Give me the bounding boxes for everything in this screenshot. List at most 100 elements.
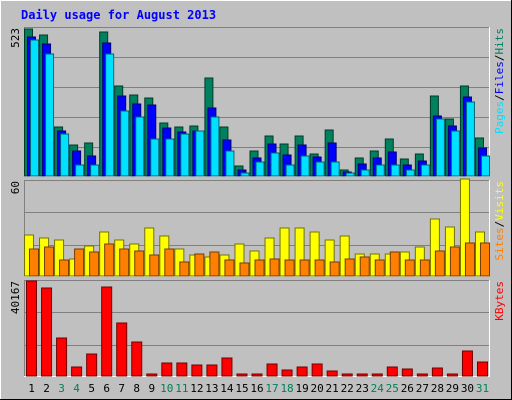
x-tick-label: 17 (265, 382, 278, 395)
bar-kbytes (221, 357, 233, 377)
bar-kbytes (356, 373, 368, 377)
bar-sites (389, 251, 400, 277)
bar-pages (240, 172, 250, 177)
x-tick-label: 30 (461, 382, 474, 395)
x-tick-label: 31 (476, 382, 489, 395)
bar-sites (284, 259, 295, 277)
bar-kbytes (71, 366, 83, 377)
bar-pages (45, 53, 55, 177)
x-tick-label: 11 (175, 382, 188, 395)
bar-pages (465, 101, 475, 177)
bar-pages (450, 130, 460, 177)
bar-kbytes (461, 350, 473, 377)
legend-item: / (493, 55, 506, 62)
bar-sites (344, 258, 355, 277)
bar-sites (299, 259, 310, 277)
bar-pages (195, 130, 205, 177)
bar-kbytes (386, 366, 398, 377)
bar-sites (74, 248, 85, 277)
bar-pages (375, 164, 385, 177)
bar-kbytes (191, 364, 203, 377)
bar-sites (224, 259, 235, 277)
bar-sites (209, 251, 220, 277)
bar-sites (134, 250, 145, 277)
bar-kbytes (476, 361, 488, 377)
bar-pages (300, 155, 310, 177)
bar-kbytes (116, 322, 128, 377)
bar-pages (60, 133, 70, 177)
x-tick-label: 16 (250, 382, 263, 395)
x-tick-label: 24 (371, 382, 385, 395)
bar-sites (179, 261, 190, 277)
bar-kbytes (281, 369, 293, 377)
x-tick-label: 20 (311, 382, 324, 395)
x-tick-label: 5 (88, 382, 95, 395)
bar-pages (75, 164, 85, 177)
bar-pages (255, 161, 265, 177)
bar-sites (434, 250, 445, 277)
x-tick-label: 15 (235, 382, 248, 395)
x-tick-label: 12 (190, 382, 203, 395)
bar-kbytes (341, 373, 353, 377)
bar-kbytes (326, 370, 338, 377)
bar-pages (285, 164, 295, 177)
legend: KBytes (493, 281, 506, 321)
x-tick-label: 23 (356, 382, 369, 395)
bar-kbytes (86, 353, 98, 377)
bar-sites (44, 246, 55, 277)
x-tick-label: 8 (133, 382, 140, 395)
bar-sites (374, 259, 385, 277)
bar-pages (120, 110, 130, 177)
bar-kbytes (146, 373, 158, 377)
bar-kbytes (251, 373, 263, 377)
bar-pages (420, 164, 430, 177)
chart-title: Daily usage for August 2013 (21, 8, 216, 22)
bar-pages (435, 118, 445, 177)
legend-item: / (493, 94, 506, 101)
bar-kbytes (446, 373, 458, 377)
bar-sites (359, 256, 370, 277)
legend: Pages/Files/Hits (493, 28, 506, 134)
x-tick-label: 3 (58, 382, 65, 395)
bar-pages (390, 164, 400, 177)
y-max-label: 60 (9, 181, 22, 194)
bar-pages (480, 155, 490, 177)
bar-sites (89, 251, 100, 277)
bar-pages (405, 169, 415, 177)
bar-pages (105, 53, 115, 177)
bar-sites (449, 246, 460, 277)
bar-sites (479, 242, 490, 277)
bar-kbytes (431, 367, 443, 377)
y-max-label: 40167 (9, 281, 22, 314)
x-tick-label: 6 (103, 382, 110, 395)
y-max-label: 523 (9, 28, 22, 48)
bar-pages (135, 116, 145, 177)
x-tick-label: 7 (118, 382, 125, 395)
bar-kbytes (266, 363, 278, 377)
bar-pages (180, 133, 190, 177)
bar-sites (269, 258, 280, 277)
x-tick-label: 4 (73, 382, 80, 395)
bar-pages (90, 164, 100, 177)
bar-sites (59, 259, 70, 277)
bar-kbytes (296, 366, 308, 377)
x-tick-label: 25 (386, 382, 399, 395)
bar-sites (464, 242, 475, 277)
bar-sites (329, 261, 340, 277)
x-tick-label: 22 (341, 382, 354, 395)
x-tick-label: 21 (326, 382, 339, 395)
chart-panel: 60 Sites/Visits (9, 178, 506, 277)
bar-kbytes (236, 373, 248, 377)
legend-item: Sites (493, 227, 506, 260)
legend-item: / (493, 221, 506, 228)
legend-item: Files (493, 61, 506, 94)
bar-kbytes (26, 280, 38, 377)
x-tick-label: 27 (416, 382, 429, 395)
bar-sites (29, 248, 40, 277)
x-tick-label: 29 (446, 382, 459, 395)
bar-sites (119, 248, 130, 277)
bar-sites (239, 262, 250, 277)
chart-panel: 523 Pages/Files/Hits (9, 27, 506, 177)
